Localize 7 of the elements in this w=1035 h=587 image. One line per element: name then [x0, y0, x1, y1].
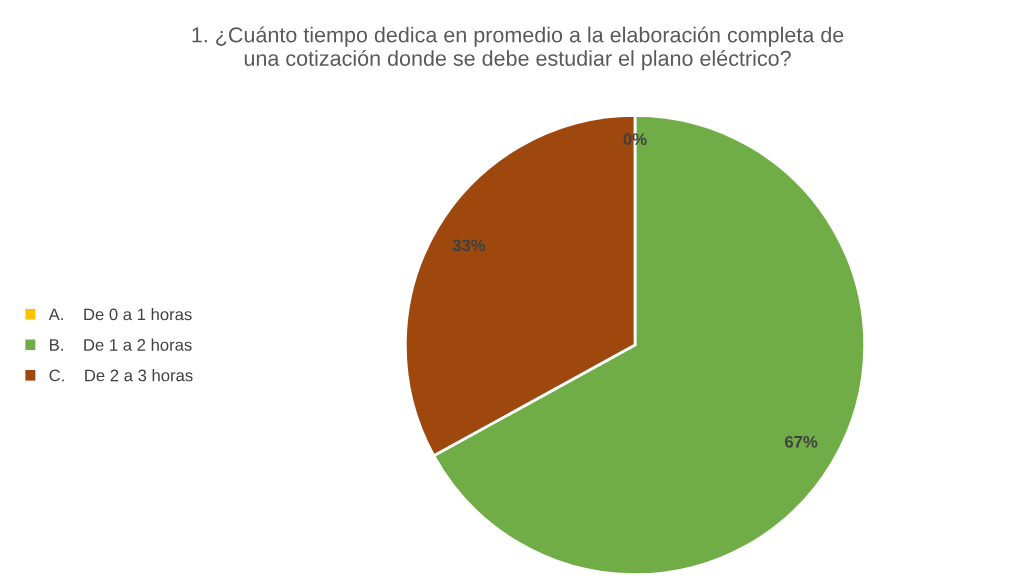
text: 0%: [623, 133, 647, 146]
legend-label: C. De 2 a 3 horas: [49, 369, 193, 382]
chart-title: 1. ¿Cuánto tiempo dedica en promedio a la elaboración completa de una cotización donde se debe estudiar el plano eléctrico?: [192, 26, 844, 71]
legend-label: A. De 0 a 1 horas: [48, 308, 192, 321]
data-label: 33%: [452, 239, 486, 252]
data-label: 67%: [785, 435, 818, 448]
legend-label: B. De 1 a 2 horas: [50, 338, 192, 351]
